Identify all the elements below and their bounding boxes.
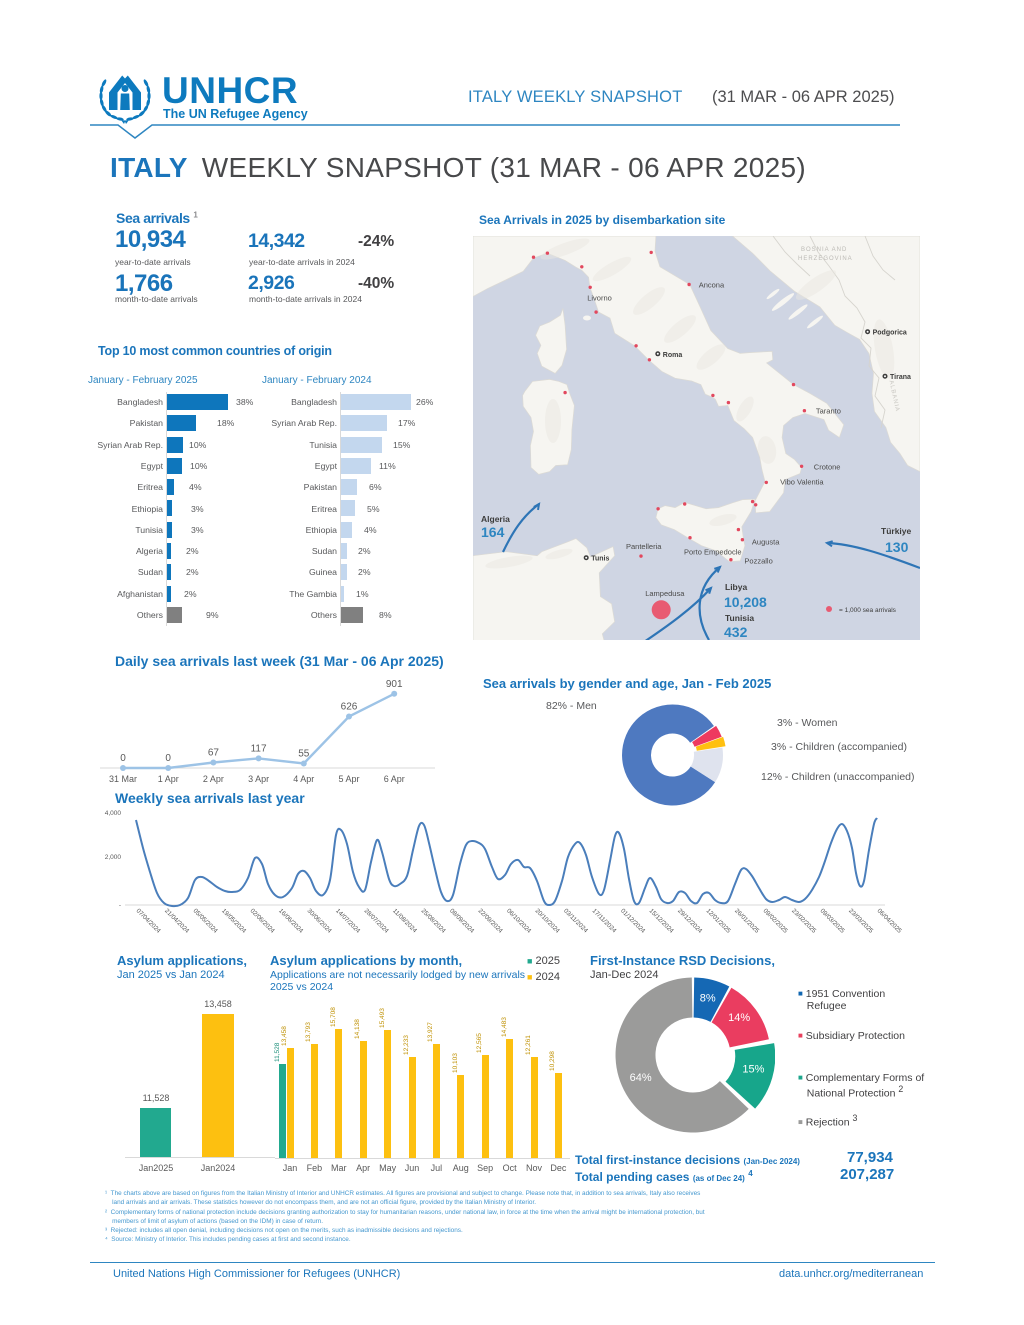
svg-text:22/09/2024: 22/09/2024 <box>477 907 505 935</box>
svg-text:Libya: Libya <box>725 582 747 592</box>
svg-text:05/05/2024: 05/05/2024 <box>192 907 220 935</box>
svg-text:Tirana: Tirana <box>890 374 911 381</box>
svg-text:07/04/2024: 07/04/2024 <box>135 907 163 935</box>
svg-text:Vibo Valentia: Vibo Valentia <box>780 477 824 486</box>
svg-text:Türkiye: Türkiye <box>881 526 912 536</box>
svg-text:4,000: 4,000 <box>105 810 122 817</box>
svg-text:21/04/2024: 21/04/2024 <box>163 907 191 935</box>
svg-text:06/10/2024: 06/10/2024 <box>505 907 533 935</box>
svg-text:8%: 8% <box>700 992 716 1004</box>
svg-text:09/02/2025: 09/02/2025 <box>762 907 790 935</box>
svg-text:20/10/2024: 20/10/2024 <box>534 907 562 935</box>
svg-text:Roma: Roma <box>663 352 683 359</box>
svg-text:0: 0 <box>165 753 171 764</box>
svg-text:1 Apr: 1 Apr <box>158 774 179 784</box>
svg-text:Crotone: Crotone <box>814 462 841 471</box>
svg-text:-: - <box>119 902 121 909</box>
svg-text:4 Apr: 4 Apr <box>293 774 314 784</box>
svg-text:02/06/2024: 02/06/2024 <box>249 907 277 935</box>
svg-text:23/02/2025: 23/02/2025 <box>790 907 818 935</box>
svg-text:BOSNIA AND: BOSNIA AND <box>801 247 847 253</box>
svg-text:Porto Empedocle: Porto Empedocle <box>684 548 742 557</box>
svg-text:5 Apr: 5 Apr <box>338 774 359 784</box>
svg-text:117: 117 <box>251 743 267 754</box>
svg-text:Livorno: Livorno <box>587 293 612 302</box>
svg-text:23/03/2025: 23/03/2025 <box>847 907 875 935</box>
svg-text:Taranto: Taranto <box>816 407 841 416</box>
svg-text:26/01/2025: 26/01/2025 <box>733 907 761 935</box>
svg-text:626: 626 <box>341 702 358 713</box>
svg-text:67: 67 <box>208 748 220 759</box>
svg-text:09/03/2025: 09/03/2025 <box>819 907 847 935</box>
svg-text:08/09/2024: 08/09/2024 <box>448 907 476 935</box>
svg-text:19/05/2024: 19/05/2024 <box>220 907 248 935</box>
svg-text:2 Apr: 2 Apr <box>203 774 224 784</box>
svg-text:15%: 15% <box>742 1063 764 1075</box>
svg-text:The UN Refugee Agency: The UN Refugee Agency <box>163 107 308 121</box>
svg-text:11/08/2024: 11/08/2024 <box>391 907 418 934</box>
svg-text:15/12/2024: 15/12/2024 <box>648 907 676 935</box>
svg-text:3 Apr: 3 Apr <box>248 774 269 784</box>
svg-text:Ancona: Ancona <box>699 281 725 290</box>
svg-text:31 Mar: 31 Mar <box>109 774 137 784</box>
svg-text:Algeria: Algeria <box>481 514 510 524</box>
svg-text:= 1,000 sea arrivals: = 1,000 sea arrivals <box>839 607 897 614</box>
svg-text:6 Apr: 6 Apr <box>384 774 405 784</box>
svg-text:06/04/2025: 06/04/2025 <box>876 907 904 935</box>
svg-text:130: 130 <box>885 539 909 555</box>
svg-text:28/07/2024: 28/07/2024 <box>363 907 391 935</box>
svg-text:901: 901 <box>386 679 403 690</box>
svg-text:01/12/2024: 01/12/2024 <box>619 907 647 935</box>
svg-text:Pozzallo: Pozzallo <box>744 557 772 566</box>
svg-text:55: 55 <box>298 749 310 760</box>
svg-text:2,000: 2,000 <box>105 854 122 861</box>
svg-text:29/12/2024: 29/12/2024 <box>676 907 704 935</box>
svg-text:03/11/2024: 03/11/2024 <box>562 907 589 934</box>
svg-text:17/11/2024: 17/11/2024 <box>591 907 618 934</box>
svg-text:432: 432 <box>724 624 748 640</box>
svg-text:HERZEGOVINA: HERZEGOVINA <box>798 256 853 262</box>
svg-text:Lampedusa: Lampedusa <box>645 589 685 598</box>
svg-text:Podgorica: Podgorica <box>873 330 907 337</box>
svg-text:Augusta: Augusta <box>752 538 780 547</box>
svg-text:14%: 14% <box>728 1012 750 1024</box>
svg-text:Pantelleria: Pantelleria <box>626 542 662 551</box>
svg-text:16/06/2024: 16/06/2024 <box>277 907 305 935</box>
svg-text:164: 164 <box>481 524 505 540</box>
svg-text:14/07/2024: 14/07/2024 <box>334 907 362 935</box>
svg-text:12/01/2025: 12/01/2025 <box>705 907 733 935</box>
svg-text:0: 0 <box>120 753 126 764</box>
svg-text:30/06/2024: 30/06/2024 <box>306 907 334 935</box>
svg-text:64%: 64% <box>630 1072 652 1084</box>
svg-text:10,208: 10,208 <box>724 594 767 610</box>
svg-text:Tunisia: Tunisia <box>725 613 754 623</box>
svg-text:25/08/2024: 25/08/2024 <box>420 907 448 935</box>
svg-text:Tunis: Tunis <box>591 556 609 563</box>
svg-text:UNHCR: UNHCR <box>162 70 298 111</box>
